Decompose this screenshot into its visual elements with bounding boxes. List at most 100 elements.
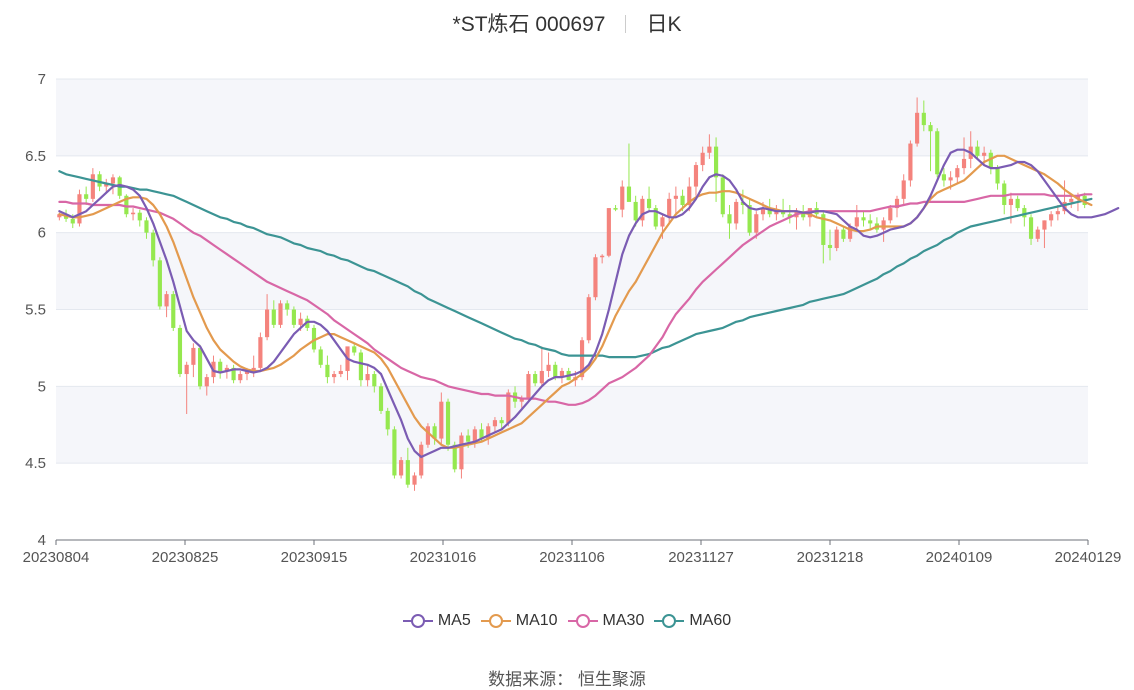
candle [338,364,343,378]
candle [687,177,692,212]
candle [640,195,645,227]
candle-body [1055,211,1060,215]
candle [559,367,565,384]
candle-body [941,174,946,181]
legend-item-ma5[interactable]: MA5 [402,612,471,630]
candle-body [171,294,176,328]
candle-body [707,146,712,153]
period-label: 日K [646,13,682,36]
candle [1042,220,1047,249]
candle [445,398,451,451]
candle-body [251,367,256,371]
candle [311,324,317,353]
legend-swatch [480,612,511,630]
chart-legend: MA5 MA10 MA30 MA60 [0,612,1134,635]
candle-body [854,217,859,227]
candle [412,472,417,491]
candle [419,441,424,479]
legend-item-ma30[interactable]: MA30 [567,612,644,630]
candle [814,201,819,218]
candle-body [164,294,169,307]
legend-item-ma60[interactable]: MA60 [654,612,731,630]
stock-name-code: *ST炼石 000697 [452,13,606,36]
candle [198,344,203,390]
candle-body [613,208,618,210]
y-tick-label: 4 [38,532,46,549]
candle [305,315,310,332]
candle-body [77,194,82,224]
candle-body [767,208,772,215]
candle-body [479,429,484,439]
candle-body [412,475,417,485]
candle [566,367,571,381]
candle [600,254,605,264]
candle-body [372,374,377,387]
candle [754,211,759,239]
candle [620,180,625,218]
candle-body [399,460,404,476]
candle-body [606,208,611,256]
candle [144,217,149,239]
candle-body [57,214,62,218]
y-tick-label: 6 [38,225,46,242]
candle-body [680,195,685,206]
candle-body [285,303,290,310]
candle-body [901,180,906,199]
candle [827,229,833,261]
x-tick-label: 20230804 [23,549,90,566]
legend-label: MA60 [689,612,732,629]
candle [874,217,879,233]
x-tick-label: 20231218 [797,549,864,566]
candle-body [553,364,558,378]
candle-body [834,229,839,249]
candle-body [144,220,149,233]
candle [278,300,283,328]
candle-body [90,174,95,199]
candle-body [861,217,866,221]
legend-item-ma10[interactable]: MA10 [480,612,558,630]
candle-body [392,429,397,476]
candle-body [667,198,672,218]
candle-body [84,194,89,199]
candle [633,195,638,227]
candle-body [244,370,250,375]
candle-body [459,435,464,470]
series-line-ma30 [58,193,1093,406]
candle [285,300,290,316]
candle-body [130,212,136,215]
candle-body [378,386,384,411]
candle [345,346,350,381]
candle-body [787,214,792,218]
candle [291,306,296,328]
candle [325,355,330,384]
candle-body [231,367,236,381]
candle-body [626,186,632,202]
candle-body [921,112,926,126]
candle-body [928,125,933,132]
grid-band [56,79,1088,156]
candle [975,140,980,159]
candle-body [646,198,652,209]
candle-body [519,398,524,402]
candle [191,343,196,378]
candle [459,432,464,479]
candle-body [425,426,430,445]
candle-body [432,426,437,439]
candle [1008,192,1014,224]
series-line-ma5 [58,148,1120,459]
candle [486,423,491,445]
candle-body [97,174,102,187]
candle-body [720,177,725,215]
x-tick-label: 20230915 [281,549,348,566]
candle [955,165,960,184]
candle-body [224,367,229,371]
candle [533,370,538,387]
candle [184,361,189,414]
candle-body [888,208,893,221]
candle-body [492,420,498,427]
candle [499,417,504,430]
candle-body [338,370,343,375]
candle-body [305,318,310,328]
candle [399,457,404,479]
candle-body [653,208,658,227]
